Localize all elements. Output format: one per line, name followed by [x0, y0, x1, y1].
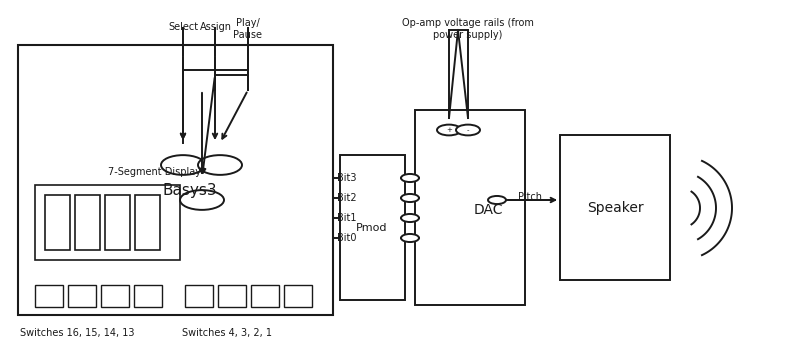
- Text: Assign: Assign: [200, 22, 232, 32]
- Bar: [415, 110, 525, 305]
- Circle shape: [437, 125, 461, 135]
- Circle shape: [401, 214, 419, 222]
- Text: +: +: [446, 127, 452, 133]
- Text: Select: Select: [168, 22, 198, 32]
- Bar: [35, 185, 180, 260]
- Text: Basys3: Basys3: [162, 182, 218, 197]
- Circle shape: [456, 125, 480, 135]
- Bar: [105, 195, 130, 250]
- Text: -: -: [466, 127, 470, 133]
- Circle shape: [401, 174, 419, 182]
- Bar: [18, 45, 333, 315]
- Circle shape: [401, 194, 419, 202]
- Circle shape: [180, 190, 224, 210]
- Bar: [35, 285, 63, 307]
- Text: Play/
Pause: Play/ Pause: [234, 18, 262, 39]
- Text: Pmod: Pmod: [356, 223, 388, 233]
- Bar: [45, 195, 70, 250]
- Bar: [284, 285, 312, 307]
- Bar: [185, 285, 213, 307]
- Circle shape: [401, 234, 419, 242]
- Text: Speaker: Speaker: [586, 201, 643, 215]
- Text: Op-amp voltage rails (from
power supply): Op-amp voltage rails (from power supply): [402, 18, 534, 39]
- Text: DAC: DAC: [474, 203, 502, 217]
- Text: Bit3: Bit3: [338, 173, 357, 183]
- Bar: [101, 285, 129, 307]
- Text: 7-Segment Display: 7-Segment Display: [108, 167, 201, 177]
- Circle shape: [161, 155, 205, 175]
- Bar: [75, 195, 100, 250]
- Text: Bit2: Bit2: [338, 193, 357, 203]
- Text: Bit0: Bit0: [338, 233, 357, 243]
- Bar: [218, 285, 246, 307]
- Bar: [340, 155, 405, 300]
- Text: Pitch: Pitch: [518, 192, 542, 202]
- Text: Switches 4, 3, 2, 1: Switches 4, 3, 2, 1: [182, 328, 272, 338]
- Circle shape: [488, 196, 506, 204]
- Bar: [560, 135, 670, 280]
- Bar: [135, 195, 160, 250]
- Text: Bit1: Bit1: [338, 213, 357, 223]
- Bar: [68, 285, 96, 307]
- Bar: [134, 285, 162, 307]
- Bar: [251, 285, 279, 307]
- Text: Switches 16, 15, 14, 13: Switches 16, 15, 14, 13: [20, 328, 134, 338]
- Circle shape: [198, 155, 242, 175]
